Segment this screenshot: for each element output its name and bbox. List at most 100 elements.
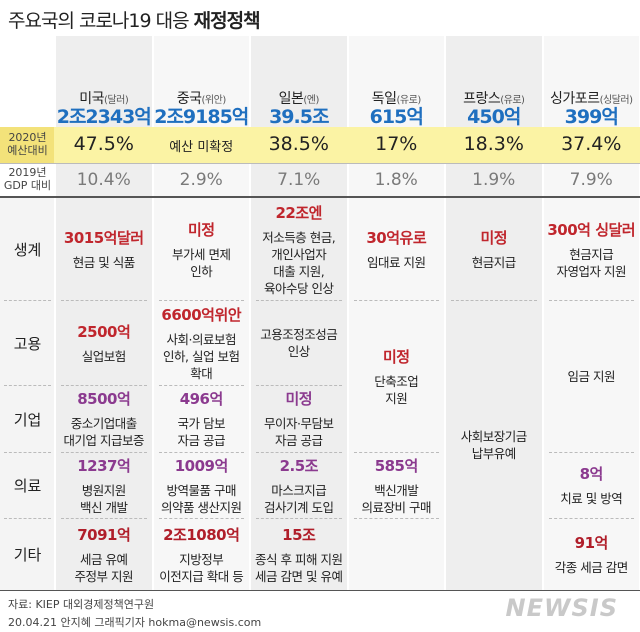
policy-text: 병원지원 백신 개발	[80, 482, 128, 516]
row-divider	[61, 300, 147, 301]
title-prefix: 주요국의 코로나19 대응	[8, 10, 190, 32]
policy-amount: 91억	[574, 534, 609, 552]
policy-text: 마스크지급 검사기계 도입	[264, 482, 334, 516]
rule	[0, 590, 640, 591]
row-divider	[353, 300, 439, 301]
row-divider	[61, 452, 147, 453]
country-label: 미국	[79, 91, 105, 107]
policy-amount: 300억 싱달러	[547, 220, 636, 239]
policy-text: 현금지급 자영업자 지원	[557, 246, 627, 280]
policy-line: 실업보험	[81, 348, 127, 364]
policy-cell: 30억유로 임대료 지원	[348, 198, 446, 300]
policy-line: 임금 지원	[567, 368, 616, 384]
policy-text: 현금지급	[471, 254, 517, 271]
category-label: 기업	[13, 410, 42, 429]
policy-line: 무이자·무담보	[264, 416, 334, 431]
policy-cell: 고용조정조성금 인상	[250, 300, 348, 385]
currency: (달러)	[104, 95, 129, 106]
budget-band	[0, 127, 640, 163]
title-emphasis: 재정정책	[193, 10, 261, 32]
policy-text: 사회보장기금 납부유예	[460, 428, 528, 462]
policy-amount: 1237억	[77, 456, 131, 475]
country-label: 일본	[278, 91, 304, 107]
policy-cell: 8500억 중소기업대출 대기업 지급보증	[55, 385, 153, 452]
policy-line: 현금지급	[471, 255, 517, 270]
policy-cell: 임금 지원	[543, 300, 640, 452]
row-divider	[256, 300, 342, 301]
rule	[0, 196, 640, 198]
policy-text: 치료 및 방역	[560, 490, 622, 507]
row-divider	[548, 452, 634, 453]
policy-amount: 8500억	[77, 390, 131, 408]
category-label: 기타	[13, 546, 42, 564]
currency: (유로)	[396, 95, 422, 106]
policy-line: 사회보장기금	[460, 429, 528, 444]
row-divider	[256, 518, 342, 519]
policy-amount: 미정	[382, 347, 410, 366]
policy-text: 국가 담보 자금 공급	[177, 415, 226, 449]
row-divider	[158, 385, 244, 386]
policy-line: 임대료 지원	[367, 255, 426, 270]
policy-line: 종식 후 피해 지원	[255, 551, 343, 567]
policy-amount: 2500억	[77, 322, 131, 341]
row-divider	[548, 300, 634, 301]
policy-cell: 미정 부가세 면제 인하	[153, 198, 251, 300]
title: 주요국의 코로나19 대응 재정정책	[8, 6, 261, 33]
country-label: 싱가포르	[550, 91, 600, 107]
row-divider	[353, 452, 439, 453]
policy-cell: 585억 백신개발 의료장비 구매	[348, 452, 446, 518]
policy-line: 각종 세금 감면	[554, 560, 628, 575]
policy-cell: 22조엔 저소득층 현금, 개인사업자 대출 지원, 육아수당 인상	[250, 198, 348, 300]
policy-line: 지원	[385, 390, 408, 406]
policy-cell: 496억 국가 담보 자금 공급	[153, 385, 251, 452]
policy-line: 백신개발	[374, 482, 419, 498]
currency: (엔)	[303, 95, 319, 106]
policy-cell: 7091억 세금 유예 주정부 지원	[55, 518, 153, 590]
gdp-label-line: GDP 대비	[3, 179, 52, 192]
budget-label-line: 2020년	[8, 131, 47, 144]
policy-line: 단축조업	[374, 373, 419, 389]
policy-line: 지방정부	[179, 551, 224, 567]
row-divider	[4, 452, 51, 453]
policy-amount: 3015억달러	[63, 229, 144, 247]
policy-text: 현금 및 식품	[73, 254, 135, 271]
policy-text: 단축조업 지원	[374, 373, 419, 407]
policy-amount: 1009억	[174, 456, 229, 475]
policy-cell: 미정 현금지급	[445, 198, 543, 300]
row-divider	[158, 300, 244, 301]
label-column-bg	[0, 198, 54, 590]
policy-line: 인상	[287, 343, 311, 359]
country-label: 프랑스	[463, 91, 501, 107]
row-divider	[158, 452, 244, 453]
gdp-value: 7.9%	[569, 170, 613, 190]
country-name: 독일(유로)	[348, 88, 446, 108]
policy-text: 저소득층 현금, 개인사업자 대출 지원, 육아수당 인상	[262, 229, 335, 297]
policy-line: 세금 유예	[80, 551, 128, 567]
budget-value: 47.5%	[73, 133, 134, 155]
policy-amount: 6600억위안	[161, 305, 242, 324]
policy-line: 고용조정조성금	[260, 326, 338, 342]
policy-amount: 2.5조	[279, 456, 319, 475]
budget-label-line: 예산대비	[7, 144, 48, 157]
budget-label-bg	[0, 127, 54, 163]
policy-line: 자금 공급	[177, 433, 226, 448]
currency: (싱달러)	[599, 95, 633, 106]
gdp-value: 10.4%	[76, 170, 131, 190]
currency: (위안)	[201, 95, 227, 106]
category-label: 고용	[13, 334, 42, 353]
policy-amount: 585억	[374, 456, 419, 475]
country-label: 중국	[176, 91, 202, 107]
country-total: 399억	[564, 106, 619, 128]
country-name: 미국(달러)	[55, 88, 153, 108]
policy-text: 부가세 면제 인하	[172, 246, 231, 280]
policy-line: 마스크지급	[271, 482, 327, 498]
policy-cell: 6600억위안 사회·의료보험 인하, 실업 보험 확대	[153, 300, 251, 385]
policy-line: 확대	[190, 365, 213, 381]
policy-text: 지방정부 이전지급 확대 등	[159, 551, 243, 585]
row-divider	[256, 452, 342, 453]
policy-amount: 미정	[285, 390, 313, 408]
